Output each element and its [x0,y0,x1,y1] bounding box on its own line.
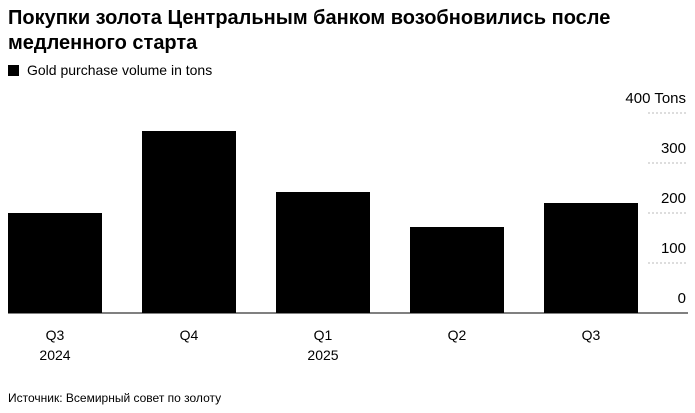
x-tick-label: 2025 [307,347,338,363]
y-tick-label: 300 [661,140,686,157]
x-tick-label: Q3 [582,327,601,343]
bar [410,227,504,313]
bar [544,203,638,313]
x-tick-label: Q4 [180,327,199,343]
source: Источник: Всемирный совет по золоту [8,391,221,405]
legend-label: Gold purchase volume in tons [27,62,212,78]
x-tick-label: 2024 [39,347,70,363]
x-tick-label: Q1 [314,327,333,343]
bar [276,192,370,313]
legend-swatch [8,65,19,76]
y-tick-label: 100 [661,240,686,257]
x-tick-label: Q2 [448,327,467,343]
bar [8,213,102,313]
y-tick-label: 200 [661,190,686,207]
y-tick-label: 0 [678,290,686,307]
x-tick-label: Q3 [46,327,65,343]
bar [142,131,236,313]
chart-title: Покупки золота Центральным банком возобн… [8,7,611,54]
y-tick-label: 400 Tons [625,90,686,107]
